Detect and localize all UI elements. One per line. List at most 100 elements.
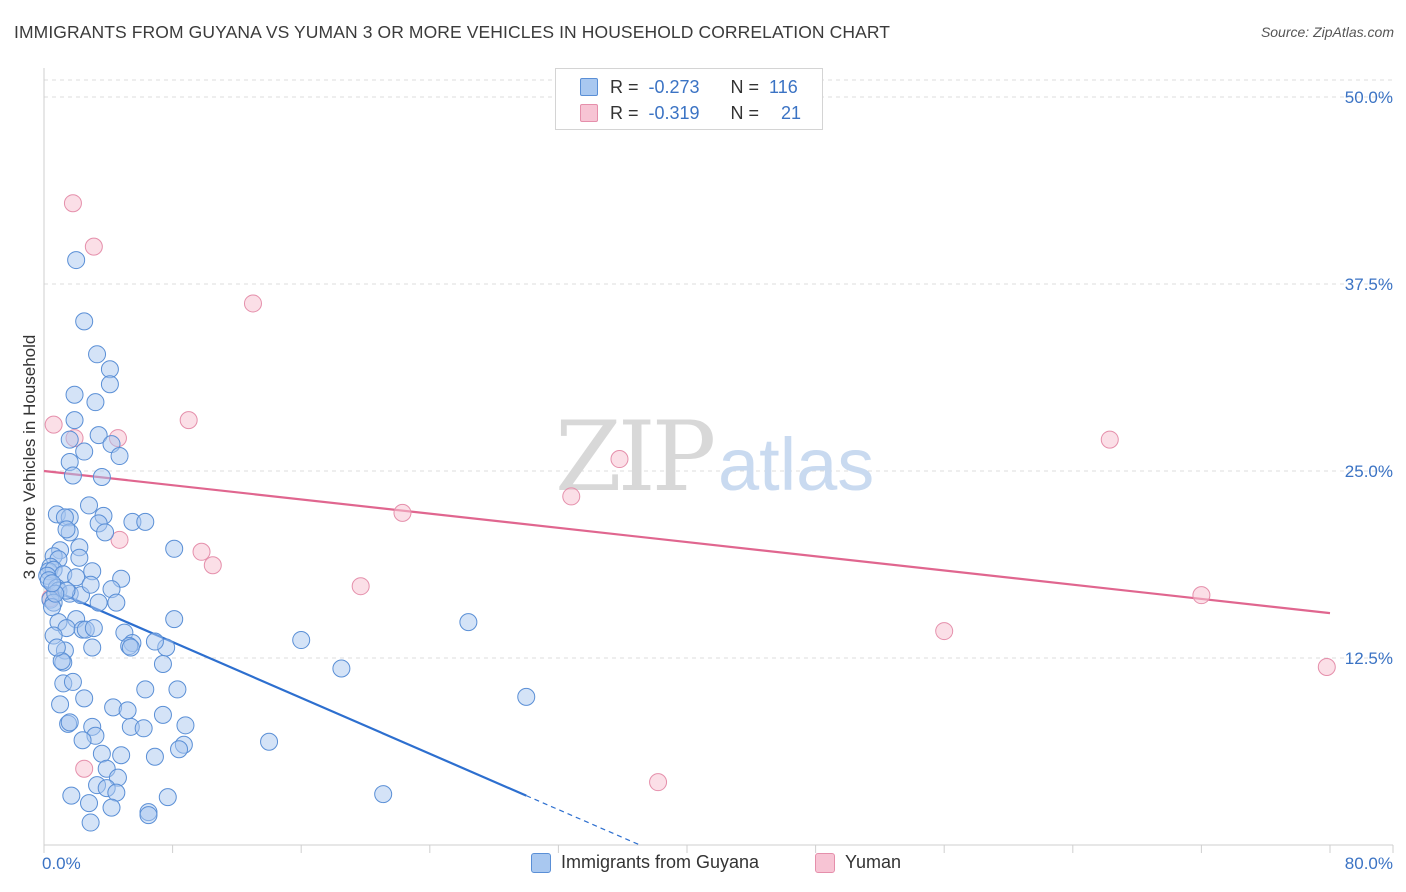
r-value: -0.319 (648, 102, 700, 123)
yuman-point (243, 294, 262, 313)
y-tick-label: 25.0% (1345, 462, 1393, 481)
guyana-point (459, 613, 478, 632)
r-label: R = (610, 102, 639, 123)
guyana-point (80, 496, 99, 515)
yuman-point (179, 411, 198, 430)
watermark: ZIP atlas (555, 401, 874, 513)
guyana-point (517, 687, 536, 706)
guyana-point (112, 746, 131, 765)
legend-item-yuman[interactable]: Yuman (815, 852, 901, 873)
guyana-point (145, 632, 164, 651)
guyana-point (84, 619, 103, 638)
guyana-point (134, 719, 153, 738)
yuman-point (1317, 657, 1336, 676)
guyana-point (104, 698, 123, 717)
guyana-point (75, 442, 94, 461)
guyana-point (60, 430, 79, 449)
yuman-point (44, 415, 63, 434)
guyana-point (89, 426, 108, 445)
guyana-point (43, 574, 62, 593)
guyana-point (107, 593, 126, 612)
tick-labels: 12.5% 25.0% 37.5% 50.0% 0.0% 80.0% (42, 88, 1393, 873)
axes (43, 68, 1394, 853)
guyana-point (332, 659, 351, 678)
yuman-trend-line (43, 469, 1331, 615)
legend-label-guyana: Immigrants from Guyana (561, 852, 760, 872)
stats-row-guyana: R = -0.273 N = 116 (580, 75, 798, 99)
guyana-point (374, 785, 393, 804)
series-legend: Immigrants from Guyana Yuman (0, 852, 1406, 878)
yuman-point (393, 503, 412, 522)
guyana-point (81, 575, 100, 594)
r-label: R = (610, 76, 639, 97)
r-value: -0.273 (648, 76, 700, 97)
stats-row-yuman: R = -0.319 N = 21 (580, 101, 801, 125)
n-label: N = (730, 76, 760, 97)
n-value: 116 (769, 76, 798, 97)
guyana-point (107, 783, 126, 802)
chart-title: IMMIGRANTS FROM GUYANA VS YUMAN 3 OR MOR… (14, 22, 891, 42)
guyana-point (168, 680, 187, 699)
yuman-point (63, 194, 82, 213)
guyana-point (170, 740, 189, 759)
guyana-point (47, 638, 66, 657)
guyana-point (145, 747, 164, 766)
x-tick-label: 0.0% (42, 854, 81, 873)
guyana-point (81, 813, 100, 832)
yuman-swatch (580, 104, 598, 122)
guyana-point (57, 520, 76, 539)
guyana-swatch (580, 78, 598, 96)
yuman-point (203, 556, 222, 575)
guyana-point (60, 713, 79, 732)
guyana-point (139, 806, 158, 825)
watermark-atlas: atlas (718, 423, 874, 506)
guyana-points (38, 251, 536, 832)
yuman-point (1192, 586, 1211, 605)
guyana-point (65, 411, 84, 430)
source-label: Source: ZipAtlas.com (1260, 24, 1394, 40)
y-tick-label: 12.5% (1345, 649, 1393, 668)
guyana-point (80, 794, 99, 813)
guyana-point (92, 744, 111, 763)
y-tick-label: 37.5% (1345, 275, 1393, 294)
guyana-point (176, 716, 195, 735)
guyana-trend-extension (526, 795, 640, 846)
guyana-point (136, 680, 155, 699)
yuman-point (649, 773, 668, 792)
legend-label-yuman: Yuman (845, 852, 902, 872)
guyana-point (51, 695, 70, 714)
yuman-point (351, 577, 370, 596)
guyana-point (67, 251, 86, 270)
x-tick-label: 80.0% (1345, 854, 1393, 873)
legend-item-guyana[interactable]: Immigrants from Guyana (531, 852, 759, 873)
yuman-point (1100, 430, 1119, 449)
n-value: 21 (781, 102, 802, 123)
guyana-point (292, 631, 311, 650)
guyana-point (121, 638, 140, 657)
guyana-point (67, 568, 86, 587)
guyana-point (165, 539, 184, 558)
guyana-legend-swatch (531, 852, 551, 873)
yuman-point (75, 759, 94, 778)
yuman-point (935, 622, 954, 641)
guyana-point (118, 701, 137, 720)
guyana-trend-line (43, 585, 527, 797)
guyana-point (63, 672, 82, 691)
yuman-point (110, 530, 129, 549)
gridlines (44, 79, 1393, 659)
guyana-point (260, 732, 279, 751)
guyana-point (165, 610, 184, 629)
yuman-point (562, 487, 581, 506)
y-axis-title: 3 or more Vehicles in Household (20, 335, 39, 580)
guyana-point (96, 523, 115, 542)
guyana-point (65, 385, 84, 404)
n-label: N = (730, 102, 760, 123)
guyana-point (62, 786, 81, 805)
stats-legend: R = -0.273 N = 116 R = -0.319 N = 21 (555, 68, 823, 130)
guyana-point (100, 375, 119, 394)
guyana-point (63, 466, 82, 485)
guyana-point (102, 798, 121, 817)
guyana-point (153, 705, 172, 724)
guyana-point (100, 360, 119, 379)
